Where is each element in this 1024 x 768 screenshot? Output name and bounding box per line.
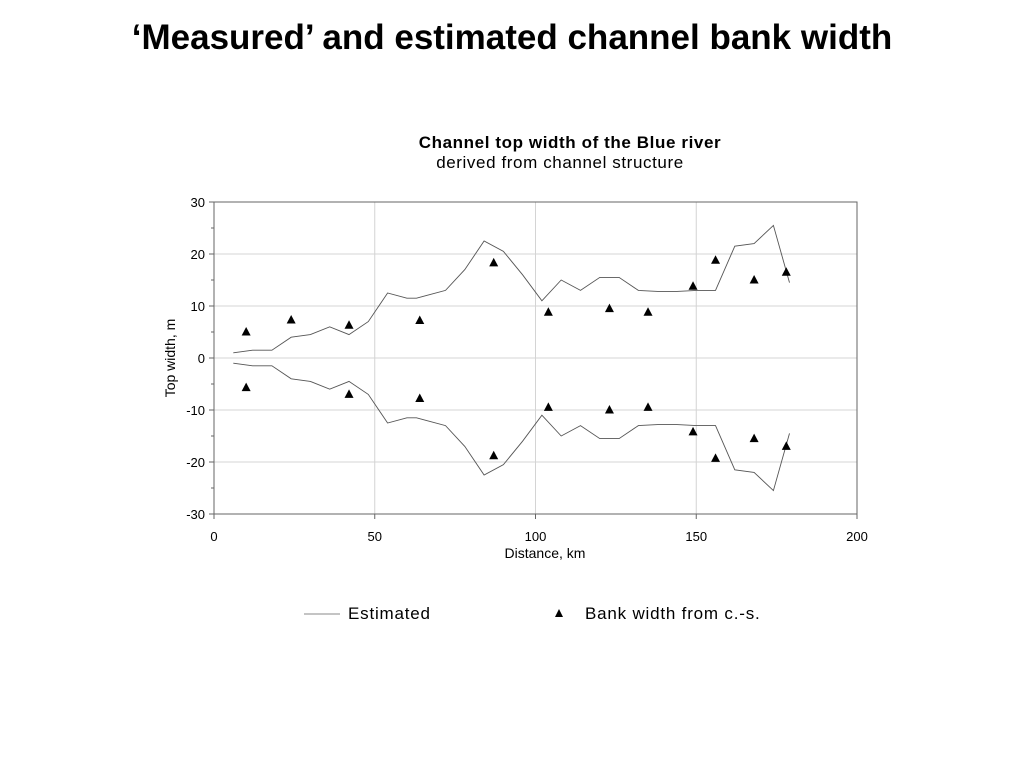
x-tick-label: 200	[846, 529, 868, 544]
y-tick-label: 30	[191, 195, 205, 210]
bank-width-point	[688, 426, 698, 436]
axis-ticks	[209, 201, 858, 519]
legend-label-estimated: Estimated	[348, 604, 431, 623]
legend-triangle-swatch	[555, 609, 563, 617]
x-tick-label: 150	[685, 529, 707, 544]
grid-lines	[214, 202, 857, 514]
legend-label-bank-width: Bank width from c.-s.	[585, 604, 761, 623]
bank-width-point	[344, 320, 354, 329]
bank-width-point	[344, 389, 354, 398]
x-tick-label: 100	[525, 529, 547, 544]
bank-width-point	[415, 315, 425, 325]
bank-width-point	[241, 327, 251, 336]
bank-width-point	[781, 441, 791, 450]
bank-width-point	[749, 433, 759, 443]
bank-width-point	[543, 402, 553, 411]
bank-width-point	[711, 453, 721, 462]
legend: Estimated Bank width from c.-s.	[304, 604, 761, 623]
y-axis-label: Top width, m	[162, 319, 178, 398]
y-tick-label: 20	[191, 247, 205, 262]
bank-width-point	[604, 303, 614, 313]
bank-width-point	[781, 267, 791, 276]
y-tick-label: 10	[191, 299, 205, 314]
bank-width-point	[749, 275, 759, 284]
chart-subtitle: derived from channel structure	[436, 153, 684, 172]
bank-width-point	[489, 257, 499, 267]
bank-width-point	[643, 402, 653, 411]
x-axis-label: Distance, km	[505, 545, 586, 561]
y-tick-label: -30	[186, 507, 205, 522]
bank-width-point	[543, 307, 553, 316]
bank-width-point	[241, 382, 251, 392]
bank-width-point	[604, 405, 614, 414]
bank-width-point	[643, 307, 653, 316]
y-tick-label: 0	[198, 351, 205, 366]
series-estimated-lower	[233, 362, 790, 492]
x-tick-label: 50	[368, 529, 382, 544]
bank-width-point	[711, 255, 721, 264]
bank-width-point	[286, 315, 296, 324]
bank-width-point	[415, 393, 425, 403]
series-estimated-upper	[233, 224, 790, 354]
bank-width-point	[489, 450, 499, 460]
bank-width-point	[688, 281, 698, 290]
slide-title: ‘Measured’ and estimated channel bank wi…	[131, 18, 893, 57]
y-tick-label: -10	[186, 403, 205, 418]
series-layer	[233, 224, 791, 492]
x-tick-label: 0	[210, 529, 217, 544]
y-tick-label: -20	[186, 455, 205, 470]
chart-title: Channel top width of the Blue river	[418, 133, 722, 152]
